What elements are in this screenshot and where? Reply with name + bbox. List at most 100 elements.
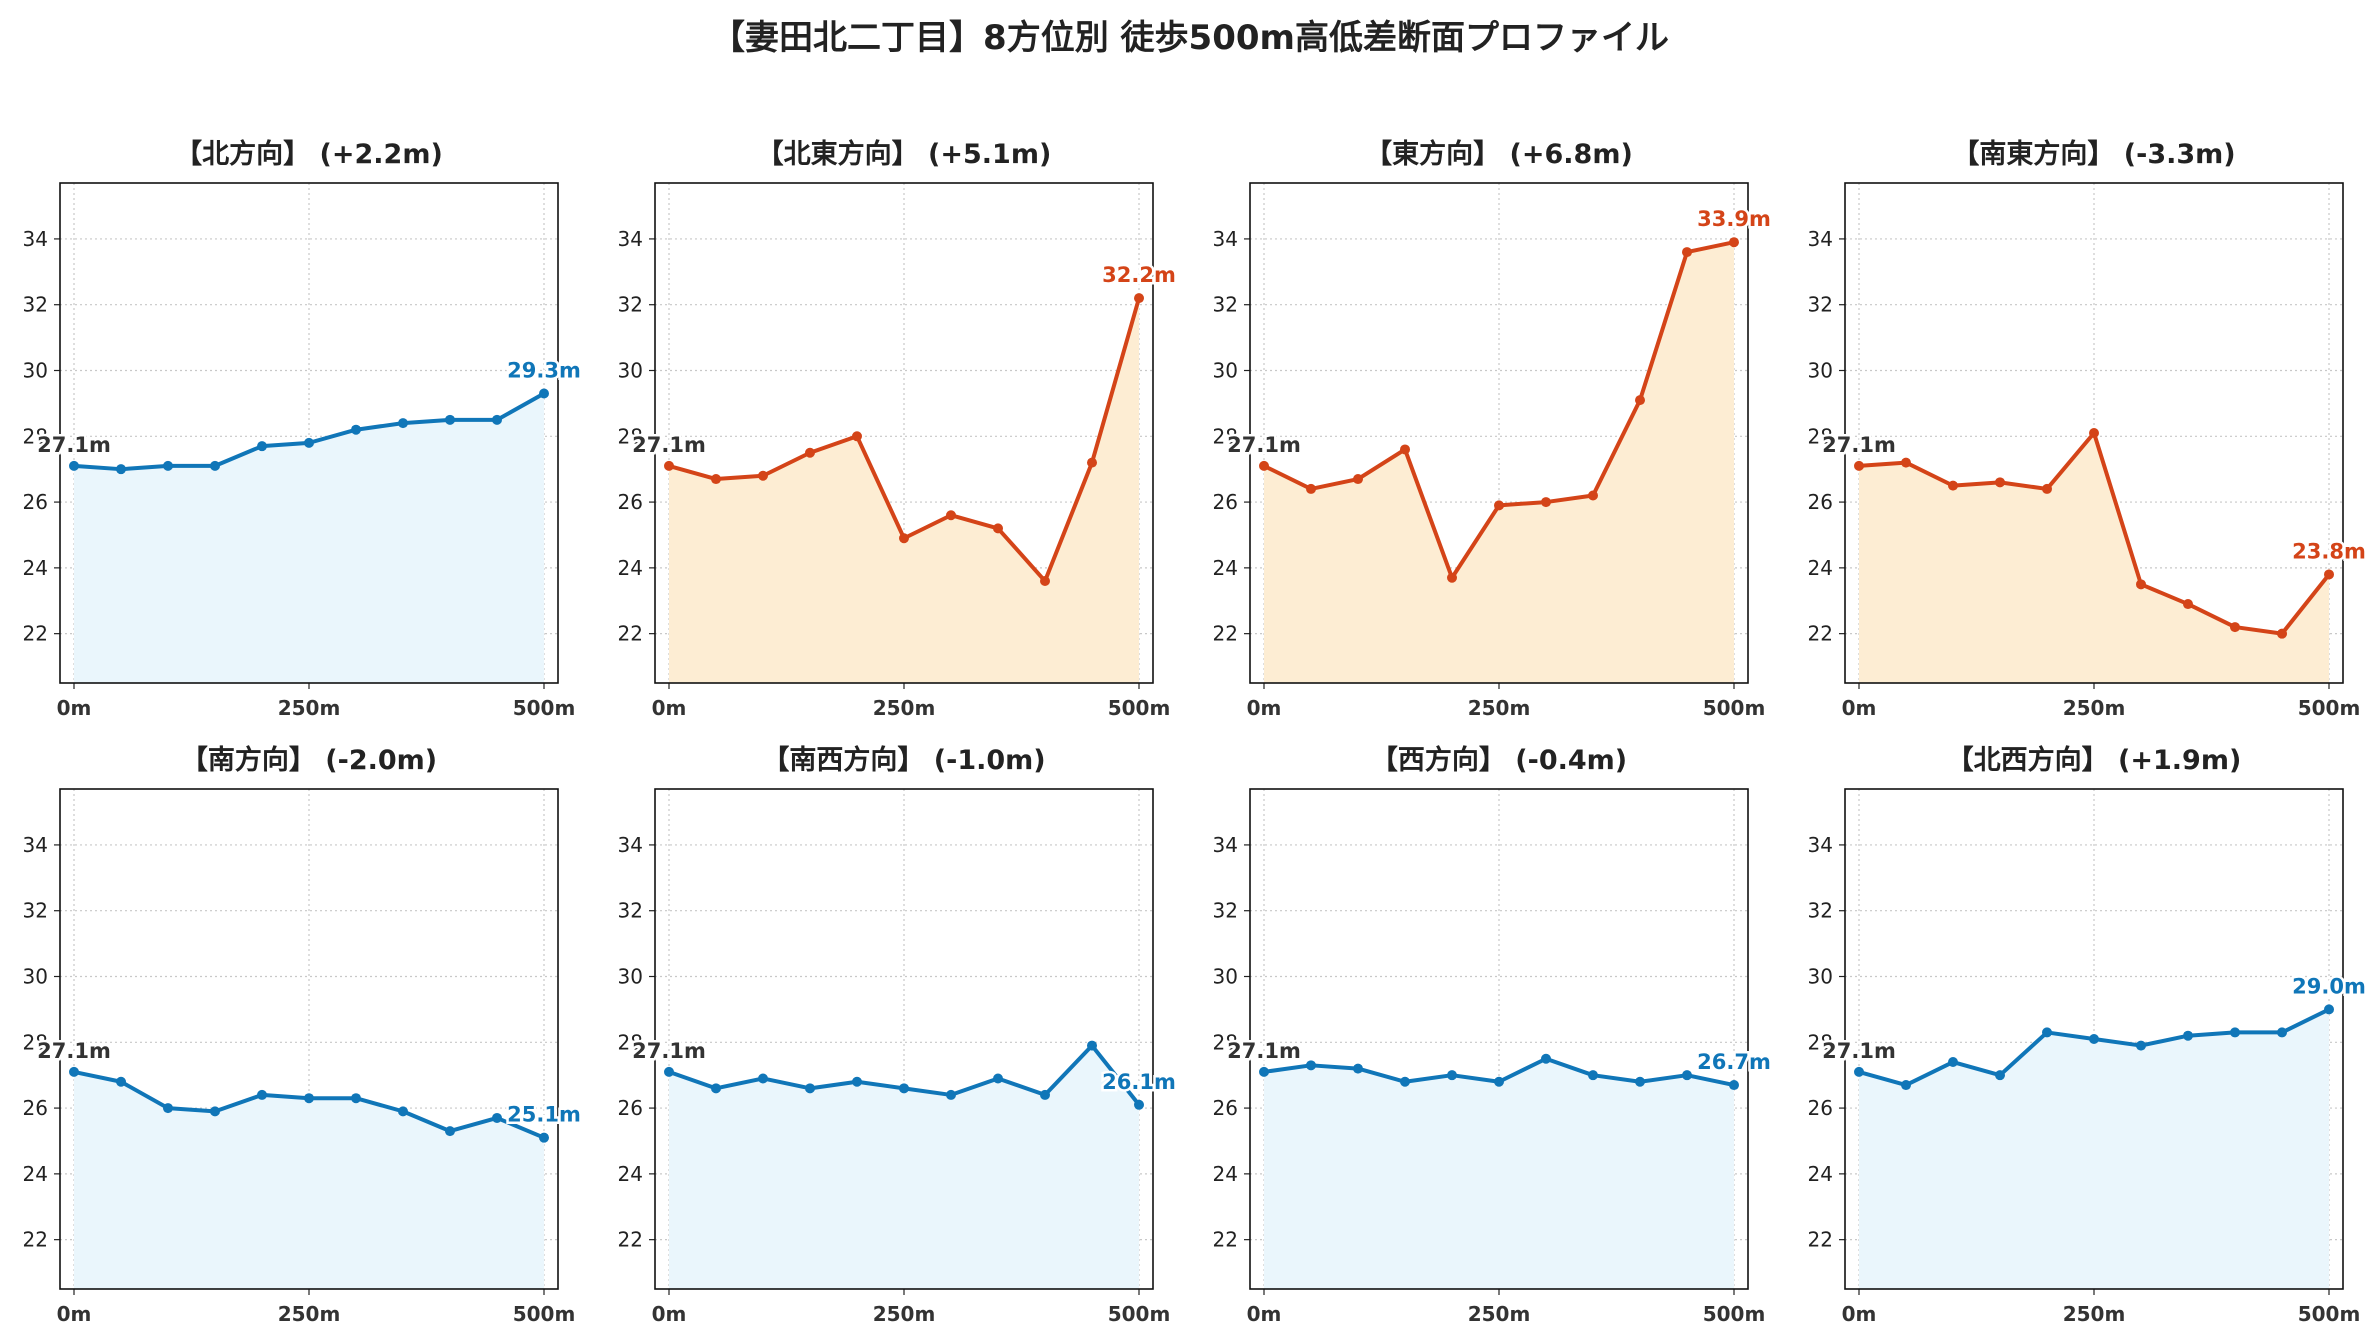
data-point [993,523,1003,534]
tick-label-x: 0m [1247,1302,1282,1326]
data-point [2183,1030,2193,1041]
tick-label-y: 26 [23,490,48,514]
tick-label-y: 30 [23,359,48,383]
data-point [1729,237,1739,248]
tick-label-y: 26 [618,1096,643,1120]
data-point [899,1083,909,1094]
data-point [1134,293,1144,304]
panel-title: 【西方向】 (-0.4m) [1371,744,1627,776]
plot-frame [1249,788,1749,1290]
data-point [116,1076,126,1087]
data-point [445,414,455,425]
tick-label-y: 26 [1808,490,1833,514]
data-point [1588,1070,1598,1081]
panel-title: 【北方向】 (+2.2m) [175,138,443,170]
tick-label-y: 22 [618,1228,643,1252]
panel-1: 【北東方向】 (+5.1m) 22 24 26 28 30 32 34 0m 250m 500m 27… [618,138,1179,720]
end-value-label: 32.2m [1102,263,1176,287]
tick-label-x: 250m [1468,696,1531,720]
area-fill [74,393,544,683]
data-point [1635,1076,1645,1087]
area-fill [1264,242,1734,684]
tick-label-y: 22 [1808,622,1833,646]
plot-frame [59,788,559,1290]
tick-label-y: 26 [618,490,643,514]
plot-frame [1844,182,2344,684]
data-point [1995,477,2005,488]
data-point [1901,457,1911,468]
tick-label-y: 26 [23,1096,48,1120]
panel-2: 【東方向】 (+6.8m) 22 24 26 28 30 32 34 0m 250m 500m 27.… [1213,138,1774,720]
data-point [758,470,768,481]
chart-title: 【妻田北二丁目】8方位別 徒歩500m高低差断面プロファイル [711,18,1669,58]
end-value-label: 33.9m [1697,207,1771,231]
data-point [1306,483,1316,494]
data-point [946,1089,956,1100]
tick-label-y: 22 [1808,1228,1833,1252]
tick-label-y: 34 [1808,833,1833,857]
tick-label-x: 500m [1703,696,1766,720]
tick-label-x: 500m [1108,1302,1171,1326]
data-point [257,1089,267,1100]
data-point [116,464,126,475]
end-value-label: 29.3m [507,359,581,383]
data-point [539,388,549,399]
tick-label-y: 32 [618,293,643,317]
tick-label-y: 30 [618,359,643,383]
data-point [1494,500,1504,511]
tick-label-y: 28 [1808,424,1833,448]
data-point [2042,1027,2052,1038]
data-point [805,447,815,458]
tick-label-x: 0m [652,1302,687,1326]
panel-5: 【南西方向】 (-1.0m) 22 24 26 28 30 32 34 0m 250m 500m 27… [618,744,1179,1326]
data-point [1494,1076,1504,1087]
tick-label-x: 500m [2298,1302,2361,1326]
tick-label-x: 0m [57,1302,92,1326]
panel-title: 【南西方向】 (-1.0m) [762,744,1045,776]
data-point [1040,1089,1050,1100]
tick-label-y: 22 [23,622,48,646]
data-point [758,1073,768,1084]
tick-label-x: 0m [1842,696,1877,720]
panel-title: 【南東方向】 (-3.3m) [1952,138,2235,170]
data-point [2089,1034,2099,1044]
tick-label-y: 32 [1213,899,1238,923]
tick-label-y: 28 [23,424,48,448]
tick-label-y: 24 [1808,1162,1833,1186]
data-point [1447,572,1457,583]
data-point [210,1106,220,1117]
data-point [2230,1027,2240,1038]
tick-label-y: 30 [23,965,48,989]
data-point [1541,1053,1551,1064]
panel-title: 【北西方向】 (+1.9m) [1947,744,2242,776]
data-point [1259,460,1269,471]
data-point [1995,1070,2005,1081]
tick-label-x: 500m [513,1302,576,1326]
data-point [492,1112,502,1123]
data-point [398,1106,408,1117]
tick-label-y: 22 [23,1228,48,1252]
tick-label-x: 250m [278,1302,341,1326]
start-value-label: 27.1m [632,1039,706,1063]
end-value-label: 25.1m [507,1103,581,1127]
tick-label-y: 32 [618,899,643,923]
panel-7: 【北西方向】 (+1.9m) 22 24 26 28 30 32 34 0m 250m 500m 27… [1808,744,2369,1326]
data-point [1541,497,1551,508]
area-fill [1859,433,2329,683]
tick-label-x: 0m [57,696,92,720]
tick-label-x: 500m [513,696,576,720]
tick-label-y: 24 [1808,556,1833,580]
data-point [69,460,79,471]
data-point [1400,444,1410,455]
data-point [1854,1066,1864,1077]
tick-label-y: 30 [1213,965,1238,989]
tick-label-x: 0m [1247,696,1282,720]
data-point [2136,579,2146,590]
area-fill [1859,1009,2329,1289]
panel-title: 【北東方向】 (+5.1m) [757,138,1052,170]
tick-label-y: 32 [23,293,48,317]
tick-label-x: 500m [1108,696,1171,720]
plot-frame [59,182,559,684]
tick-label-y: 22 [618,622,643,646]
data-point [711,474,721,485]
